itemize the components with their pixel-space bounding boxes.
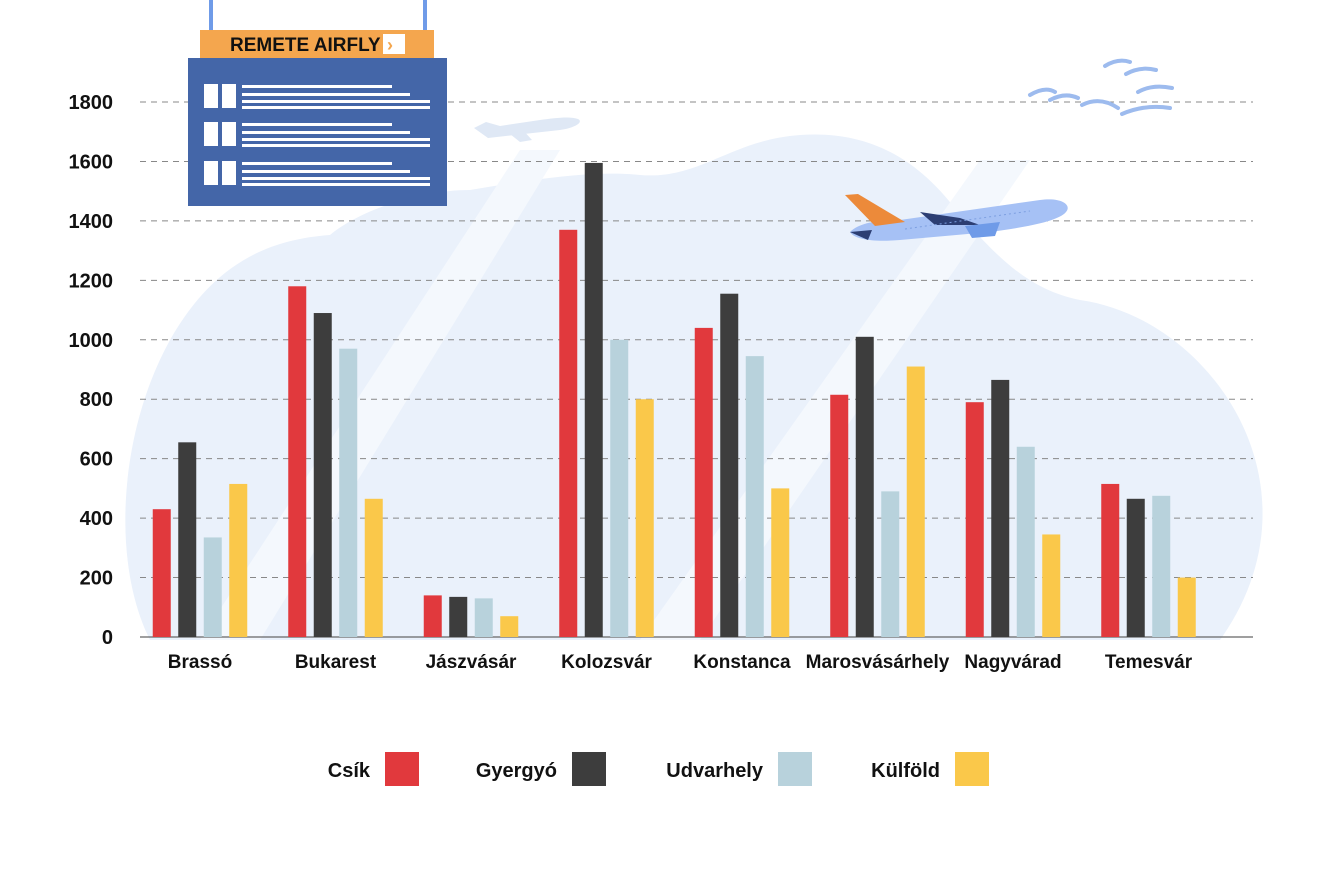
bar-külföld-6	[1042, 534, 1061, 637]
legend-swatch	[385, 752, 419, 786]
x-category-label: Jászvásár	[426, 652, 517, 673]
legend-label: Csík	[328, 760, 371, 782]
legend-label: Külföld	[871, 760, 940, 782]
x-axis-labels: Brassó Bukarest Jászvásár Kolozsvár Konstanc…	[168, 652, 1193, 673]
x-category-label: Kolozsvár	[561, 652, 652, 673]
x-category-label: Brassó	[168, 652, 232, 673]
bar-gyergyó-4	[720, 293, 739, 637]
y-tick-label: 800	[80, 389, 113, 411]
y-tick-label: 1200	[69, 270, 114, 292]
y-tick-label: 1800	[69, 92, 114, 114]
bar-külföld-1	[364, 498, 383, 637]
bar-külföld-3	[635, 399, 654, 637]
bar-csík-2	[423, 595, 442, 637]
bar-gyergyó-3	[584, 162, 603, 638]
bar-udvarhely-1	[339, 348, 358, 637]
bar-gyergyó-7	[1126, 498, 1145, 637]
airplane-silhouette-icon	[474, 117, 580, 142]
bar-gyergyó-6	[991, 379, 1010, 637]
x-category-label: Marosvásárhely	[806, 652, 950, 673]
airplane-icon	[845, 194, 1068, 241]
legend-label: Gyergyó	[476, 760, 557, 782]
bar-külföld-4	[771, 488, 790, 637]
y-tick-label: 1000	[69, 330, 114, 352]
bar-csík-5	[830, 394, 849, 637]
bar-udvarhely-4	[745, 356, 764, 637]
grid-lines	[140, 101, 1253, 579]
bar-csík-4	[694, 327, 713, 637]
y-tick-label: 1600	[69, 151, 114, 173]
x-category-label: Temesvár	[1105, 652, 1193, 673]
legend: Csík Gyergyó Udvarhely Külföld	[328, 752, 989, 786]
x-category-label: Nagyvárad	[964, 652, 1061, 673]
birds-icon	[1028, 58, 1174, 116]
bar-külföld-0	[229, 483, 248, 637]
legend-label: Udvarhely	[666, 760, 764, 782]
sign-title: REMETE AIRFLY	[230, 35, 381, 56]
bar-gyergyó-1	[313, 313, 332, 637]
bar-udvarhely-3	[610, 339, 629, 637]
bar-udvarhely-7	[1152, 495, 1171, 637]
bar-csík-7	[1101, 483, 1120, 637]
y-tick-label: 400	[80, 508, 113, 530]
y-tick-label: 0	[102, 627, 113, 649]
bars	[152, 162, 1196, 638]
bar-udvarhely-2	[474, 598, 493, 637]
bar-gyergyó-5	[855, 336, 874, 637]
bar-külföld-7	[1177, 577, 1196, 637]
bar-gyergyó-0	[178, 442, 197, 637]
bar-gyergyó-2	[449, 596, 468, 637]
y-tick-label: 600	[80, 449, 113, 471]
y-tick-label: 1400	[69, 211, 114, 233]
bar-csík-1	[288, 286, 307, 637]
legend-swatch	[572, 752, 606, 786]
y-axis-ticks: 0 200 400 600 800 1000 1200 1400 1600 1800	[69, 92, 114, 649]
bar-udvarhely-5	[881, 491, 900, 637]
bar-csík-3	[559, 229, 578, 638]
x-category-label: Bukarest	[295, 652, 377, 673]
bar-külföld-2	[500, 616, 519, 637]
bar-udvarhely-6	[1016, 446, 1035, 637]
x-category-label: Konstanca	[693, 652, 791, 673]
flight-board-sign: REMETE AIRFLY ›	[188, 0, 447, 206]
legend-swatch	[955, 752, 989, 786]
bar-csík-6	[965, 402, 984, 637]
y-tick-label: 200	[80, 568, 113, 590]
bar-külföld-5	[906, 366, 925, 637]
chevron-right-icon: ›	[387, 35, 393, 55]
bar-csík-0	[152, 509, 171, 637]
bar-udvarhely-0	[203, 537, 222, 637]
legend-swatch	[778, 752, 812, 786]
